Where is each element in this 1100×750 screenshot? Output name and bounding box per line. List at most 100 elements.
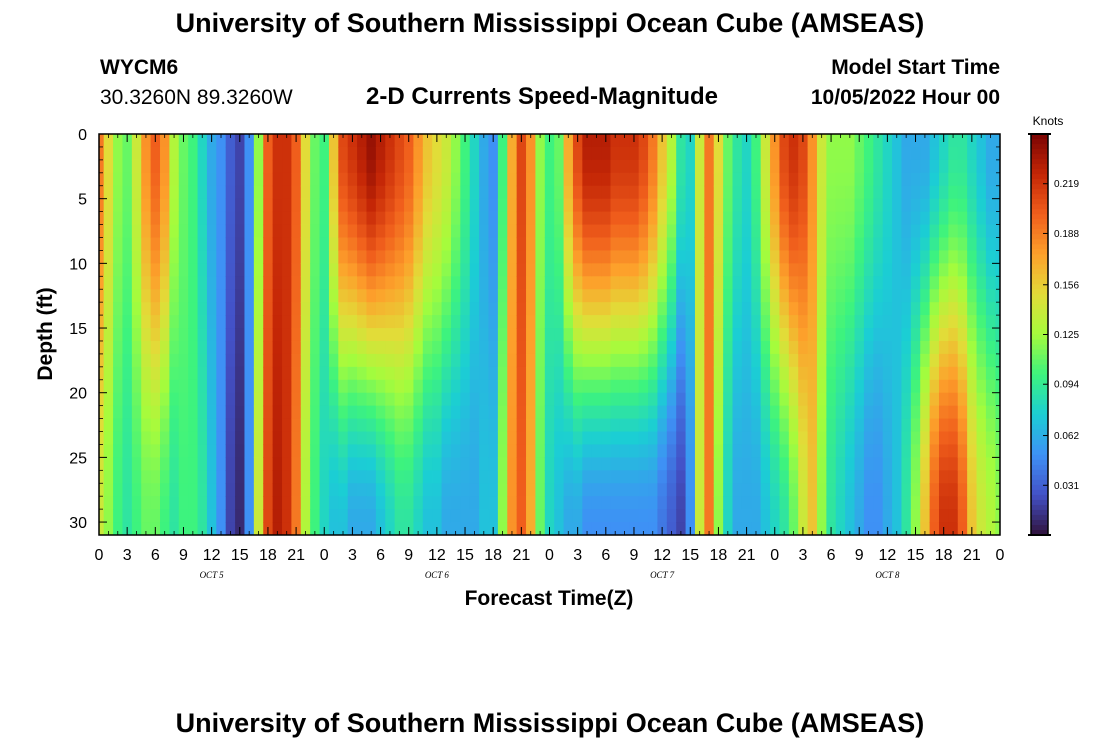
heatmap-cell	[779, 224, 790, 239]
heatmap-cell	[178, 211, 189, 226]
heatmap-cell	[938, 483, 949, 497]
heatmap-cell	[131, 366, 142, 381]
heatmap-cell	[328, 444, 339, 458]
heatmap-cell	[535, 366, 546, 381]
heatmap-cell	[99, 379, 105, 394]
heatmap-cell	[723, 134, 734, 148]
heatmap-cell	[629, 315, 640, 329]
heatmap-cell	[441, 237, 452, 252]
heatmap-cell	[272, 496, 283, 510]
heatmap-cell	[460, 444, 471, 458]
heatmap-cell	[441, 159, 452, 174]
heatmap-cell	[535, 496, 546, 510]
heatmap-cell	[910, 392, 921, 407]
heatmap-cell	[910, 328, 921, 342]
heatmap-cell	[544, 353, 555, 368]
heatmap-cell	[310, 328, 321, 342]
heatmap-cell	[319, 483, 330, 497]
heatmap-cell	[310, 134, 321, 148]
heatmap-cell	[160, 431, 170, 446]
heatmap-cell	[995, 353, 1000, 368]
heatmap-cell	[751, 302, 762, 316]
heatmap-cell	[113, 418, 124, 433]
heatmap-cell	[535, 431, 546, 446]
heatmap-cell	[676, 366, 687, 381]
heatmap-cell	[535, 470, 546, 484]
heatmap-cell	[798, 172, 809, 187]
heatmap-cell	[601, 146, 612, 161]
heatmap-cell	[113, 198, 124, 213]
heatmap-cell	[300, 509, 311, 523]
heatmap-cell	[995, 237, 1000, 252]
heatmap-cell	[216, 224, 227, 239]
heatmap-cell	[798, 496, 809, 510]
heatmap-cell	[629, 496, 640, 510]
heatmap-cell	[272, 418, 283, 433]
heatmap-cell	[328, 134, 339, 148]
heatmap-cell	[816, 224, 827, 239]
heatmap-cell	[892, 392, 903, 407]
heatmap-cell	[760, 224, 771, 239]
heatmap-cell	[516, 418, 527, 433]
heatmap-cell	[263, 315, 274, 329]
heatmap-cell	[873, 237, 884, 252]
colorbar-segment	[1031, 339, 1048, 346]
heatmap-cell	[535, 353, 546, 368]
heatmap-cell	[516, 263, 527, 277]
heatmap-cell	[723, 185, 734, 200]
heatmap-cell	[788, 353, 799, 368]
heatmap-cell	[413, 134, 424, 148]
heatmap-cell	[948, 496, 959, 510]
heatmap-cell	[957, 276, 968, 290]
heatmap-cell	[422, 263, 433, 277]
heatmap-cell	[413, 185, 424, 200]
heatmap-cell	[460, 302, 471, 316]
heatmap-cell	[835, 211, 846, 226]
heatmap-cell	[150, 263, 161, 277]
heatmap-cell	[629, 263, 640, 277]
heatmap-cell	[413, 353, 424, 368]
colorbar-segment	[1031, 409, 1048, 416]
heatmap-cell	[535, 237, 546, 252]
heatmap-cell	[694, 146, 705, 161]
colorbar-segment	[1031, 344, 1048, 351]
heatmap-cell	[422, 198, 433, 213]
heatmap-cell	[479, 509, 490, 523]
heatmap-cell	[676, 146, 687, 161]
heatmap-cell	[713, 198, 724, 213]
heatmap-cell	[253, 211, 264, 226]
heatmap-cell	[169, 198, 180, 213]
heatmap-cell	[713, 276, 724, 290]
heatmap-cell	[310, 496, 321, 510]
heatmap-cell	[845, 172, 856, 187]
heatmap-cell	[901, 509, 912, 523]
colorbar-segment	[1031, 294, 1048, 300]
heatmap-cell	[938, 379, 949, 394]
heatmap-cell	[845, 185, 856, 200]
heatmap-cell	[610, 315, 621, 329]
heatmap-cell	[760, 457, 771, 471]
heatmap-cell	[713, 185, 724, 200]
heatmap-cell	[751, 224, 762, 239]
heatmap-cell	[272, 211, 283, 226]
heatmap-cell	[263, 366, 274, 381]
heatmap-cell	[657, 496, 668, 510]
heatmap-cell	[985, 418, 996, 433]
heatmap-cell	[282, 263, 293, 277]
heatmap-cell	[863, 146, 874, 161]
heatmap-cell	[544, 276, 555, 290]
heatmap-cell	[938, 496, 949, 510]
heatmap-cell	[629, 211, 640, 226]
heatmap-cell	[328, 353, 339, 368]
heatmap-cell	[835, 315, 846, 329]
heatmap-cell	[338, 211, 349, 226]
heatmap-cell	[253, 302, 264, 316]
heatmap-cell	[235, 146, 246, 161]
heatmap-cell	[319, 159, 330, 174]
heatmap-cell	[638, 146, 649, 161]
heatmap-cell	[310, 470, 321, 484]
heatmap-cell	[666, 340, 677, 355]
heatmap-cell	[948, 315, 959, 329]
heatmap-cell	[882, 302, 893, 316]
heatmap-cell	[450, 185, 461, 200]
